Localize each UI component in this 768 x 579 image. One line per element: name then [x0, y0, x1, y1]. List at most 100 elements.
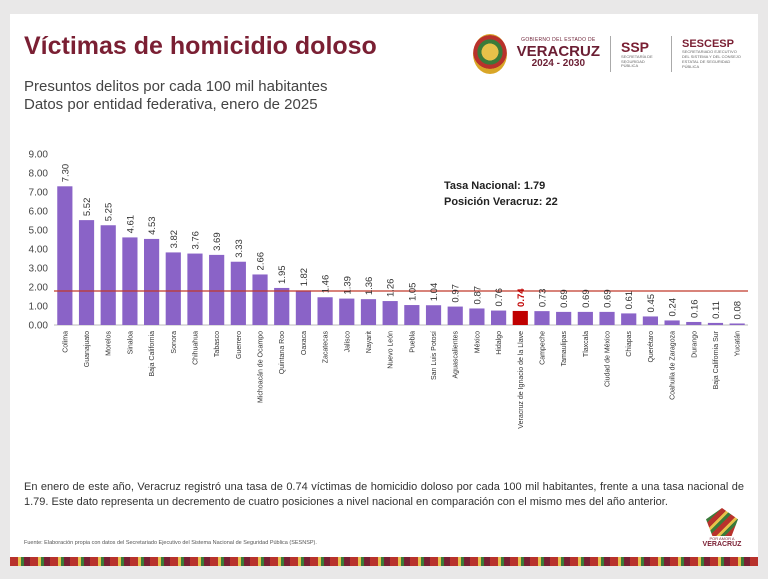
ssp-logo-desc: SECRETARÍA DE SEGURIDAD PÚBLICA	[621, 53, 653, 69]
bar	[664, 320, 680, 325]
brand-mark-icon	[706, 508, 738, 536]
y-tick-label: 6.00	[29, 207, 49, 218]
bar	[144, 238, 160, 325]
x-tick-label: Jalisco	[344, 331, 351, 353]
gov-logo-line3: 2024 - 2030	[531, 58, 586, 70]
x-tick-label: Hidalgo	[496, 331, 503, 355]
bar	[491, 310, 507, 325]
value-label: 0.69	[603, 289, 614, 308]
value-labels: 7.30 5.52 5.25 4.61 4.53 3.82 3.76 3.69 3.33 2.66…	[60, 164, 743, 320]
y-tick-label: 1.00	[29, 302, 49, 313]
chart-subtitle-date: Datos por entidad federativa, enero de 2…	[24, 96, 318, 113]
x-tick-label: Baja California	[149, 331, 156, 377]
national-rate-annotation: Tasa Nacional: 1.79	[444, 180, 545, 192]
value-label: 4.53	[147, 216, 158, 235]
bar	[295, 290, 311, 325]
bar-chart: 0.00 1.00 2.00 3.00 4.00 5.00 6.00 7.00 8.00 9.00…	[29, 150, 748, 429]
bar	[187, 253, 203, 325]
gov-logo: GOBIERNO DEL ESTADO DE VERACRUZ 2024 - 2…	[517, 37, 600, 70]
x-tick-label: Tlaxcala	[583, 331, 590, 357]
x-tick-label: Veracruz de Ignacio de la Llave	[518, 331, 525, 429]
value-label: 5.52	[82, 198, 93, 217]
value-label: 2.66	[256, 252, 267, 271]
sescesp-logo-desc: SECRETARIADO EJECUTIVO DEL SISTEMA Y DEL…	[682, 49, 741, 69]
x-tick-label: Tabasco	[214, 331, 221, 357]
x-tick-label: Oaxaca	[301, 331, 308, 355]
logo-divider	[610, 36, 611, 72]
bar	[425, 305, 442, 325]
x-tick-label: Puebla	[409, 331, 416, 353]
x-tick-label: Morelos	[106, 331, 113, 356]
value-label: 3.69	[212, 232, 223, 251]
x-tick-label: Michoacán de Ocampo	[258, 331, 265, 403]
value-label: 1.05	[407, 283, 418, 302]
summary-paragraph: En enero de este año, Veracruz registró …	[24, 481, 744, 508]
bar	[252, 274, 268, 325]
bar	[382, 301, 398, 325]
slide: Víctimas de homicidio doloso Presuntos d…	[10, 14, 758, 566]
x-tick-label: Colima	[62, 331, 69, 353]
x-tick-label: Nayarit	[366, 331, 373, 353]
x-tick-label: Zacatecas	[323, 331, 330, 364]
value-label: 0.69	[559, 289, 570, 308]
value-label: 0.97	[451, 284, 462, 303]
bar	[317, 297, 333, 325]
value-label: 0.61	[624, 291, 635, 310]
value-label: 1.26	[386, 279, 397, 298]
bar	[707, 322, 724, 325]
x-tick-label: Ciudad de México	[605, 331, 612, 387]
x-tick-label: Durango	[691, 331, 698, 358]
x-tick-label: Tamaulipas	[561, 331, 568, 367]
brand-logo: POR AMOR A VERACRUZ	[702, 508, 742, 548]
y-tick-label: 4.00	[29, 245, 49, 256]
bar	[100, 225, 116, 325]
value-label: 1.82	[299, 268, 310, 287]
x-tick-label: Sinaloa	[127, 331, 134, 354]
veracruz-seal-icon	[472, 34, 507, 74]
bar	[729, 323, 745, 325]
y-tick-label: 0.00	[29, 321, 49, 332]
bar	[686, 321, 702, 325]
gov-logo-line1: GOBIERNO DEL ESTADO DE	[521, 37, 596, 44]
value-label: 0.87	[472, 286, 483, 305]
bar	[642, 316, 658, 325]
bar	[512, 310, 528, 325]
value-label: 1.36	[364, 277, 375, 296]
y-tick-label: 9.00	[29, 150, 49, 161]
y-tick-label: 5.00	[29, 226, 49, 237]
value-label: 4.61	[125, 215, 136, 234]
value-label: 0.69	[581, 289, 592, 308]
x-tick-label: Chihuahua	[192, 331, 199, 365]
bar	[621, 313, 637, 325]
x-tick-label: México	[474, 331, 481, 353]
sescesp-logo-name: SESCESP	[682, 38, 734, 51]
value-label: 0.74	[516, 288, 527, 307]
x-tick-label: Baja California Sur	[713, 330, 720, 389]
value-label: 0.76	[494, 288, 505, 307]
x-tick-label: Sonora	[171, 331, 178, 354]
value-label: 3.76	[190, 231, 201, 250]
bar	[534, 311, 550, 325]
x-tick-label: Aguascalientes	[453, 331, 460, 379]
value-label: 3.33	[234, 239, 245, 257]
x-tick-label: Coahuila de Zaragoza	[670, 331, 677, 400]
bar	[209, 254, 225, 325]
value-label: 0.24	[668, 298, 679, 317]
y-tick-label: 8.00	[29, 169, 49, 180]
x-tick-label: Nuevo León	[388, 331, 395, 369]
bar	[556, 311, 572, 325]
value-label: 1.04	[429, 283, 440, 302]
page-title: Víctimas de homicidio doloso	[24, 32, 377, 60]
decorative-border	[10, 557, 758, 566]
x-tick-label: San Luis Potosí	[431, 331, 438, 380]
x-tick-label: Chiapas	[626, 331, 633, 357]
sescesp-logo: SESCESP SECRETARIADO EJECUTIVO DEL SISTE…	[682, 38, 744, 69]
value-label: 0.16	[689, 299, 700, 318]
value-label: 1.46	[321, 275, 332, 294]
bar	[447, 306, 463, 325]
veracruz-position-annotation: Posición Veracruz: 22	[444, 196, 558, 208]
bar	[57, 186, 73, 325]
value-label: 1.39	[342, 276, 353, 295]
brand-line2: VERACRUZ	[702, 541, 742, 548]
logo-divider	[671, 36, 672, 72]
